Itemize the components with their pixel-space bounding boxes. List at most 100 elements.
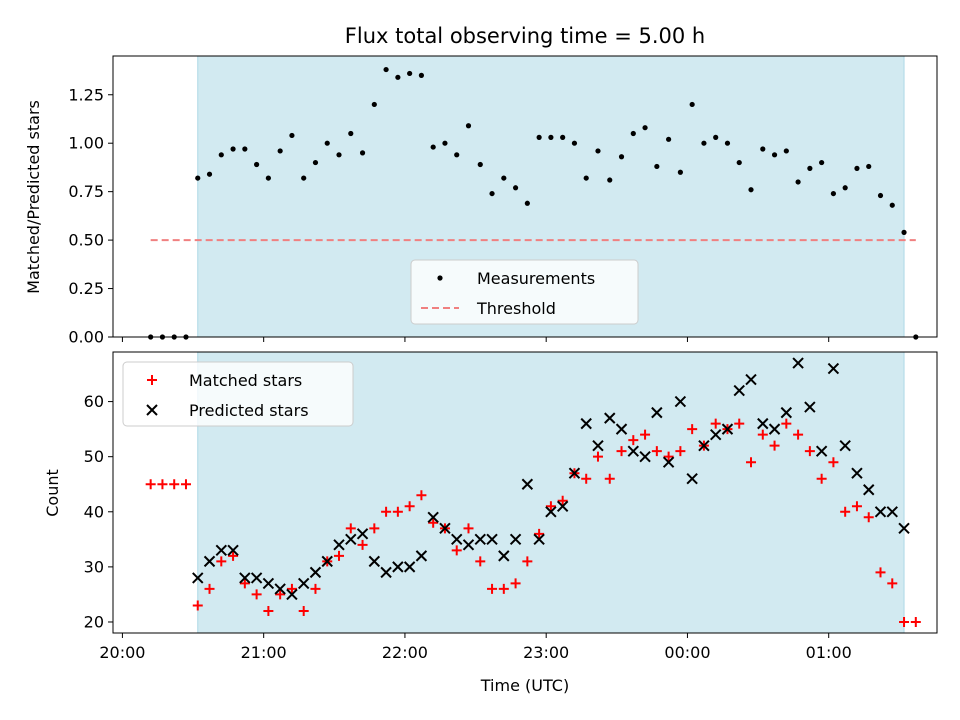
x-tick-label: 00:00 [664,643,710,662]
count-panel: 20 30 40 50 60 20:00 21:00 22:00 23:00 00:00 01:00 [84,351,938,662]
predicted-star-point [439,522,451,535]
predicted-star-point [639,450,651,463]
measurement-point [701,140,707,146]
predicted-star-point [674,395,687,408]
predicted-star-point [462,539,475,551]
predicted-star-point [533,533,545,546]
matched-star-point [192,600,203,611]
y-tick-label: 60 [84,392,104,411]
measurement-point [254,161,260,168]
matched-star-point [651,446,662,457]
predicted-star-point [215,544,228,557]
y-tick-label: 30 [84,557,104,576]
measurement-point [595,148,601,154]
matched-star-point [275,589,286,600]
x-tick-label: 22:00 [382,643,428,662]
matched-star-point [687,424,698,435]
predicted-star-point [851,467,863,479]
matched-star-point [746,457,757,468]
predicted-star-point [757,417,769,430]
matched-star-point [887,578,898,589]
measurement-point [795,179,801,185]
measurement-point [854,165,860,171]
predicted-star-point [227,544,239,557]
measurement-point [465,123,472,129]
matched-star-point [204,583,215,594]
predicted-star-point [898,522,910,535]
measurement-point [560,134,566,140]
legend-label: Measurements [477,269,595,288]
predicted-star-point [345,533,357,546]
y-tick-label: 0.00 [68,328,104,347]
matched-star-point [157,479,168,490]
measurement-point [618,154,625,160]
measurement-point [571,140,578,146]
matched-star-point [381,506,392,517]
predicted-star-point [486,533,498,546]
measurement-point [524,200,530,206]
legend-marker-measurements [437,275,443,281]
matched-star-point [263,605,274,616]
measurement-point [395,74,401,80]
predicted-star-point [521,478,534,490]
measurement-point [501,175,507,181]
measurement-point [512,185,519,191]
measurement-point [642,125,648,131]
measurement-point [442,140,448,146]
matched-star-point [498,583,509,594]
matched-star-point [757,429,768,440]
predicted-star-point [380,566,392,579]
predicted-star-point [709,428,722,441]
matched-star-point [769,440,780,451]
measurement-point [771,152,778,158]
measurement-point [312,159,319,166]
predicted-star-point [274,583,286,595]
matched-star-point [828,457,839,468]
predicted-star-point [297,577,310,590]
x-tick-label: 21:00 [241,643,287,662]
predicted-star-point [698,439,710,452]
measurement-point [866,163,872,170]
matched-star-point [487,583,498,594]
measurement-point [760,146,766,152]
measurement-point [206,171,213,177]
predicted-star-point [627,445,640,457]
matched-star-point [851,501,862,512]
matched-star-point [369,523,380,534]
predicted-star-point [804,401,816,413]
matched-star-point [228,550,239,561]
predicted-star-point [768,423,781,435]
predicted-star-point [580,417,592,430]
predicted-star-point [686,473,698,485]
predicted-star-point [780,406,793,419]
legend-box [122,361,354,427]
predicted-star-point [286,588,298,601]
predicted-star-point [651,406,663,419]
predicted-star-point [498,550,510,562]
predicted-star-point [592,439,604,452]
matched-star-point [463,523,474,534]
measurement-point [630,130,636,137]
measurement-point [218,152,224,158]
predicted-star-point [827,362,840,375]
y-tick-label: 0.50 [68,231,104,250]
measurement-point [383,66,389,73]
measurement-point [489,190,495,197]
matched-star-point [145,479,156,490]
predicted-star-point [556,500,569,512]
y-tick-label: 0.75 [68,182,104,201]
measurement-point [289,132,295,139]
measurement-point [736,159,742,166]
y-tick-label: 20 [84,612,104,631]
predicted-star-point [886,506,898,518]
predicted-star-point [615,423,628,435]
matched-star-point [357,539,368,550]
measurement-point [371,101,377,108]
predicted-star-point [839,439,851,452]
matched-star-point [663,451,674,462]
measurement-point [277,148,283,154]
predicted-star-point [239,572,251,584]
matched-star-point [545,501,556,512]
predicted-star-point [192,572,204,584]
matched-star-point [875,567,886,578]
